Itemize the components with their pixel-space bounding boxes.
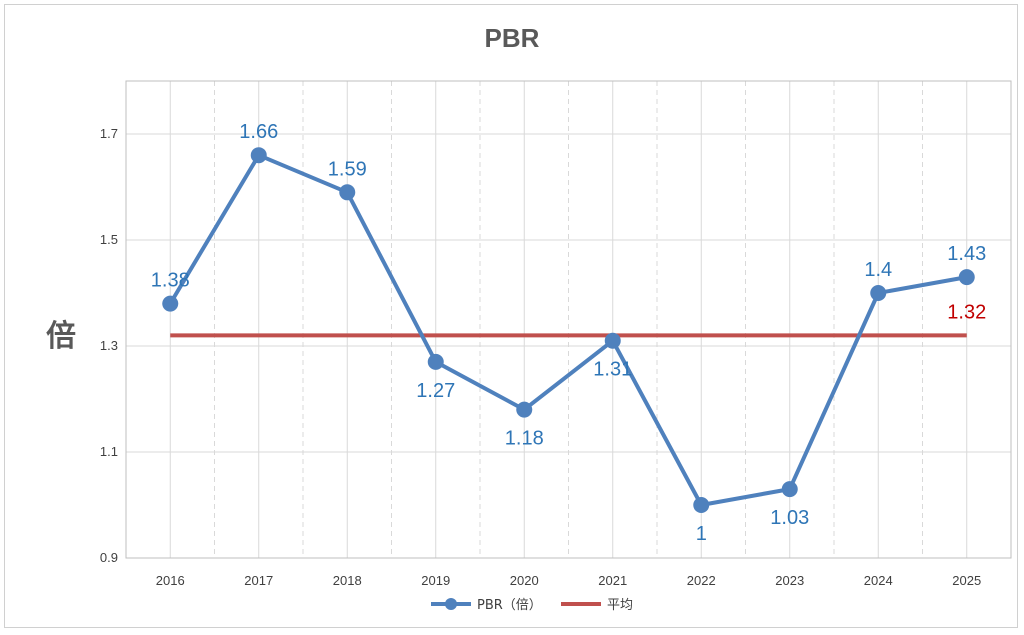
y-tick-labels: 0.9 1.1 1.3 1.5 1.7 <box>100 126 118 565</box>
chart-frame: PBR 倍 0.9 1.1 1.3 1.5 1.7 2016 2017 2018 2019 20… <box>4 4 1018 628</box>
pbr-point <box>693 497 710 513</box>
x-tick-label: 2020 <box>510 573 539 588</box>
data-labels: 1.38 1.66 1.59 1.27 1.18 1.31 1 1.03 1.4 1.43 1.32 <box>151 121 986 545</box>
pbr-data-label: 1.38 <box>151 270 190 292</box>
legend: PBR（倍） 平均 <box>431 598 633 613</box>
pbr-point <box>162 295 179 312</box>
legend-pbr-marker <box>445 598 457 610</box>
pbr-point <box>516 401 533 418</box>
pbr-point <box>958 269 975 286</box>
x-tick-label: 2023 <box>775 573 804 588</box>
pbr-data-label: 1.27 <box>416 380 455 402</box>
y-tick-label: 1.7 <box>100 126 118 141</box>
pbr-point <box>870 285 887 301</box>
y-tick-label: 1.1 <box>100 444 118 459</box>
pbr-line <box>168 153 968 507</box>
x-tick-label: 2018 <box>333 573 362 588</box>
y-axis-label: 倍 <box>46 319 76 354</box>
average-data-label: 1.32 <box>947 301 986 323</box>
pbr-data-label: 1.66 <box>239 121 278 143</box>
y-tick-label: 1.5 <box>100 232 118 247</box>
pbr-point <box>427 353 444 370</box>
pbr-data-label: 1.31 <box>593 359 632 381</box>
pbr-point <box>781 481 798 498</box>
pbr-data-label: 1 <box>696 523 707 545</box>
legend-average-label: 平均 <box>607 598 633 613</box>
x-tick-label: 2021 <box>598 573 627 588</box>
pbr-data-label: 1.18 <box>505 428 544 450</box>
pbr-point <box>339 184 356 201</box>
plot-area <box>125 80 1012 559</box>
x-tick-labels: 2016 2017 2018 2019 2020 2021 2022 2023 2024 2025 <box>156 573 981 588</box>
pbr-point <box>250 147 267 164</box>
pbr-data-label: 1.59 <box>328 158 367 180</box>
x-tick-label: 2022 <box>687 573 716 588</box>
x-tick-label: 2025 <box>952 573 981 588</box>
y-tick-label: 1.3 <box>100 338 118 353</box>
pbr-data-label: 1.03 <box>770 507 809 529</box>
pbr-point <box>604 332 621 349</box>
pbr-data-label: 1.43 <box>947 243 986 265</box>
pbr-line-chart: PBR 倍 0.91.11.31.51.7 2016 2017 2018 2019 20… <box>46 23 1012 613</box>
series-group <box>162 147 975 513</box>
x-tick-label: 2017 <box>244 573 273 588</box>
axes <box>125 80 1012 559</box>
chart-title: PBR <box>485 23 540 53</box>
x-tick-label: 2019 <box>421 573 450 588</box>
pbr-data-label: 1.4 <box>864 259 892 281</box>
legend-pbr-label: PBR（倍） <box>477 598 542 613</box>
x-tick-label: 2024 <box>864 573 893 588</box>
y-tick-label: 0.9 <box>100 550 118 565</box>
x-tick-label: 2016 <box>156 573 185 588</box>
